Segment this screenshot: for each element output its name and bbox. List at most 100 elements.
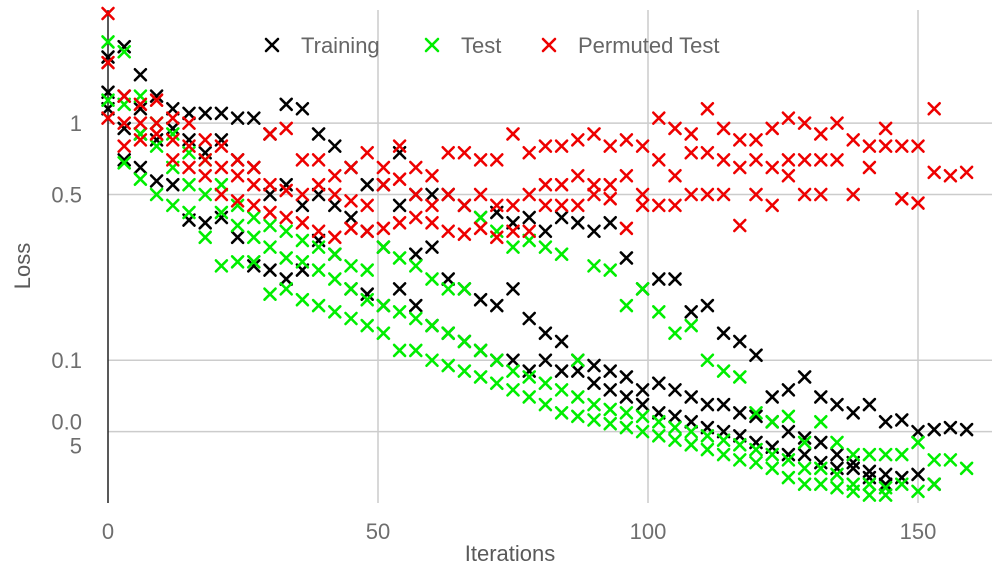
- data-point: [732, 334, 747, 349]
- data-point: [684, 305, 699, 319]
- data-point: [441, 187, 456, 202]
- data-point: [700, 429, 715, 443]
- data-point: [862, 139, 877, 153]
- data-point: [376, 298, 391, 313]
- data-point: [457, 145, 472, 160]
- data-point: [279, 251, 294, 265]
- data-point: [327, 168, 342, 183]
- data-point: [830, 153, 844, 167]
- data-point: [408, 298, 423, 313]
- data-point: [376, 177, 391, 192]
- series-permuted-test: [101, 6, 974, 245]
- data-point: [554, 334, 569, 349]
- data-point: [392, 282, 407, 296]
- data-point: [587, 177, 601, 192]
- data-point: [506, 127, 520, 141]
- data-point: [570, 353, 585, 368]
- data-point: [327, 198, 342, 213]
- data-point: [149, 139, 164, 153]
- data-point: [781, 447, 796, 462]
- data-point: [635, 187, 650, 202]
- data-point: [911, 139, 925, 153]
- data-point: [813, 415, 828, 429]
- data-point: [457, 227, 472, 242]
- data-point: [830, 435, 844, 450]
- data-point: [862, 447, 877, 462]
- data-point: [781, 383, 796, 397]
- data-point: [408, 259, 423, 273]
- data-point: [587, 376, 601, 391]
- data-point: [101, 93, 115, 107]
- data-point: [263, 218, 277, 233]
- data-point: [311, 263, 326, 277]
- data-point: [538, 198, 553, 213]
- data-point: [117, 116, 131, 130]
- data-point: [943, 168, 958, 183]
- data-point: [117, 44, 131, 59]
- data-point: [749, 348, 763, 363]
- data-point: [927, 101, 942, 116]
- data-point: [133, 97, 148, 112]
- data-point: [263, 205, 277, 220]
- data-point: [554, 198, 569, 213]
- data-point: [198, 215, 212, 230]
- data-point: [554, 139, 569, 153]
- data-point: [651, 415, 666, 429]
- data-point: [862, 160, 877, 175]
- data-point: [214, 210, 229, 225]
- data-point: [554, 210, 569, 225]
- data-point: [619, 251, 634, 265]
- data-point: [279, 97, 294, 112]
- data-point: [651, 272, 666, 286]
- data-point: [166, 177, 180, 192]
- data-point: [117, 39, 131, 54]
- data-point: [327, 230, 342, 245]
- data-point: [732, 160, 747, 175]
- data-point: [506, 240, 520, 254]
- data-point: [813, 461, 828, 476]
- data-point: [360, 177, 375, 192]
- data-point: [587, 397, 601, 412]
- data-point: [813, 390, 828, 404]
- data-point: [166, 111, 180, 125]
- data-point: [749, 442, 763, 457]
- data-point: [101, 35, 115, 49]
- data-point: [198, 133, 212, 147]
- data-point: [408, 311, 423, 326]
- data-point: [392, 305, 407, 319]
- data-point: [408, 247, 423, 262]
- data-point: [894, 477, 909, 492]
- data-point: [101, 6, 115, 21]
- data-point: [441, 282, 456, 296]
- x-axis-title: Iterations: [465, 541, 556, 566]
- data-point: [538, 376, 553, 391]
- data-point: [765, 198, 780, 213]
- data-point: [765, 415, 780, 429]
- data-point: [425, 187, 439, 202]
- data-point: [732, 133, 747, 147]
- data-point: [878, 121, 893, 136]
- data-point: [862, 397, 877, 412]
- data-point: [279, 183, 294, 198]
- data-point: [765, 121, 780, 136]
- data-point: [797, 431, 812, 445]
- data-point: [538, 240, 553, 254]
- data-point: [668, 121, 682, 136]
- data-point: [263, 177, 277, 192]
- legend-label: Test: [461, 33, 501, 58]
- data-point: [457, 282, 472, 296]
- data-point: [813, 435, 828, 450]
- data-point: [360, 224, 375, 239]
- data-point: [943, 453, 958, 467]
- data-point: [635, 409, 650, 424]
- data-point: [473, 153, 488, 167]
- data-point: [344, 259, 358, 273]
- data-point: [230, 255, 245, 269]
- data-point: [376, 221, 391, 236]
- data-point: [344, 221, 358, 236]
- data-point: [344, 210, 358, 225]
- data-point: [425, 198, 439, 213]
- data-point: [587, 259, 601, 273]
- data-point: [651, 305, 666, 319]
- data-point: [311, 177, 326, 192]
